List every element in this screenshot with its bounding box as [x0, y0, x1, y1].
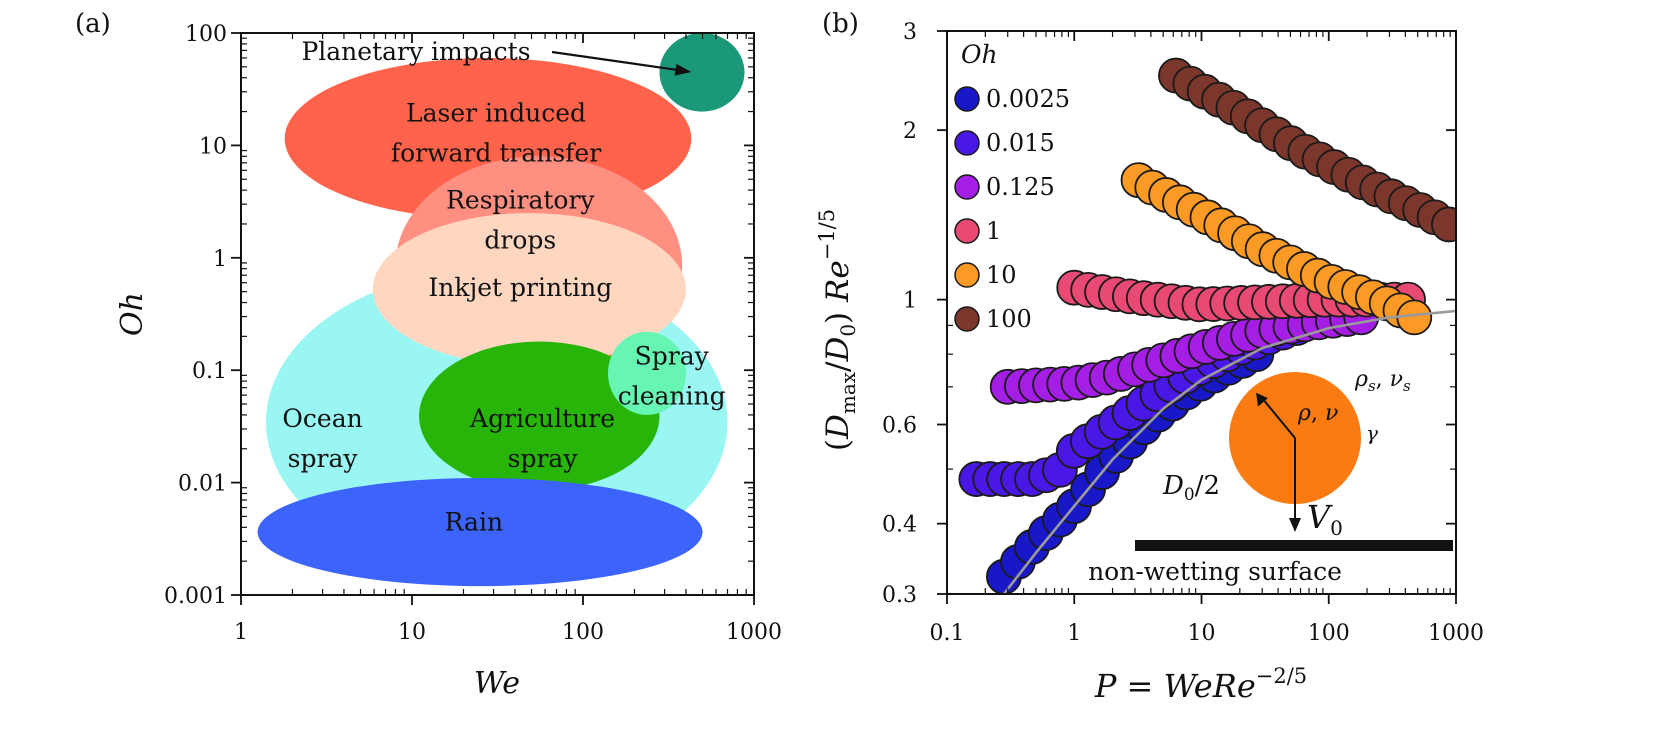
region-label-agriculture: spray	[508, 444, 579, 473]
y-tick-label: 0.6	[882, 414, 917, 439]
y-axis-label-a: Oh	[115, 292, 150, 336]
region-label-laser: forward transfer	[391, 139, 601, 168]
surrounding-properties-label: ρs, νs	[1354, 367, 1411, 395]
region-label-inkjet: Inkjet printing	[428, 273, 612, 302]
region-label-spray_cleaning: cleaning	[618, 381, 726, 410]
surface-tension-label: γ	[1366, 421, 1378, 445]
ticks-b: 0.1 1 10 100 1000 0.3 0.4 0.6 1 2 3	[882, 20, 1484, 646]
region-rain	[257, 477, 703, 587]
y-tick-label: 0.001	[164, 584, 227, 609]
radius-arrow	[1261, 397, 1296, 439]
legend-label-oh-10: 10	[986, 261, 1017, 289]
legend-marker-oh-0.125	[954, 174, 980, 200]
y-tick-label: 2	[903, 119, 917, 144]
velocity-label: V0	[1307, 498, 1343, 540]
legend: Oh 0.0025 0.015 0.125 1 10 100	[954, 40, 1070, 333]
legend-marker-oh-100	[954, 306, 980, 332]
y-tick-label: 1	[903, 289, 917, 314]
region-label-spray_cleaning: Spray	[635, 341, 710, 370]
planetary-impacts-label: Planetary impacts	[301, 37, 530, 66]
ticks-a: 1 10 100 1000 0.001 0.01 0.1 1 10 100	[164, 22, 782, 645]
impact-schematic: ρ, ν ρs, νs γ D0/2 V0 non-wetting surfac…	[1088, 367, 1453, 586]
x-tick-label: 1000	[1428, 621, 1484, 646]
panel-label-b: (b)	[822, 9, 859, 39]
region-label-laser: Laser induced	[406, 99, 586, 128]
radius-label: D0/2	[1162, 471, 1220, 505]
y-tick-label: 3	[903, 20, 917, 45]
legend-label-oh-100: 100	[986, 305, 1032, 333]
region-label-respiratory: drops	[484, 225, 556, 254]
x-axis-label-a: We	[474, 666, 520, 701]
x-tick-label: 100	[1308, 621, 1350, 646]
x-tick-label: 10	[398, 620, 426, 645]
drop-properties-label: ρ, ν	[1297, 401, 1338, 426]
y-tick-label: 0.3	[882, 583, 917, 608]
region-label-agriculture: Agriculture	[469, 404, 615, 433]
y-tick-label: 100	[185, 22, 227, 47]
regime-ellipses	[257, 33, 745, 587]
y-tick-label: 0.4	[882, 513, 917, 538]
legend-label-oh-1: 1	[986, 217, 1001, 245]
axes-frame-a	[240, 32, 755, 596]
region-label-respiratory: Respiratory	[446, 185, 595, 214]
y-tick-label: 10	[199, 134, 227, 159]
legend-label-oh-0.015: 0.015	[986, 129, 1055, 157]
y-tick-label: 1	[213, 247, 227, 272]
y-axis-label-b: (Dmax/D0) Re−1/5	[815, 209, 860, 451]
legend-marker-oh-0.015	[954, 130, 980, 156]
legend-label-oh-0.0025: 0.0025	[986, 85, 1070, 113]
region-label-ocean: spray	[288, 444, 359, 473]
planetary-arrow-head	[674, 63, 692, 76]
non-wetting-surface-label: non-wetting surface	[1088, 557, 1342, 586]
y-tick-label: 0.01	[178, 472, 227, 497]
x-tick-label: 1	[234, 620, 248, 645]
planetary-arrow	[551, 50, 676, 71]
region-label-ocean: Ocean	[282, 404, 362, 433]
legend-title: Oh	[961, 40, 998, 69]
radius-arrow-head	[1256, 392, 1268, 407]
regime-labels: Ocean spray Laser induced forward transfer R…	[282, 99, 725, 537]
velocity-arrow-head	[1289, 518, 1301, 532]
panel-a-regime-map: Ocean spray Laser induced forward transfer R…	[75, 9, 782, 701]
region-label-rain: Rain	[445, 508, 503, 537]
y-tick-label: 0.1	[192, 359, 227, 384]
legend-marker-oh-10	[954, 262, 980, 288]
x-tick-label: 100	[562, 620, 604, 645]
x-tick-label: 10	[1188, 621, 1216, 646]
legend-marker-oh-0.0025	[954, 86, 980, 112]
x-tick-label: 1	[1067, 621, 1081, 646]
legend-marker-oh-1	[954, 218, 980, 244]
point-oh-100	[1431, 206, 1456, 243]
legend-label-oh-0.125: 0.125	[986, 173, 1055, 201]
region-inkjet	[372, 213, 686, 366]
region-spray_cleaning	[607, 331, 686, 415]
substrate-bar	[1135, 540, 1453, 551]
region-agriculture	[419, 341, 660, 491]
region-planetary	[659, 33, 745, 112]
panel-b-scaling-plot: ρ, ν ρs, νs γ D0/2 V0 non-wetting surfac…	[815, 9, 1484, 705]
fit-curve	[1002, 309, 1456, 594]
x-tick-label: 0.1	[930, 621, 965, 646]
panel-label-a: (a)	[75, 9, 111, 39]
data-points	[958, 57, 1456, 594]
x-axis-label-b: P = WeRe−2/5	[1094, 664, 1307, 705]
x-tick-label: 1000	[726, 620, 782, 645]
